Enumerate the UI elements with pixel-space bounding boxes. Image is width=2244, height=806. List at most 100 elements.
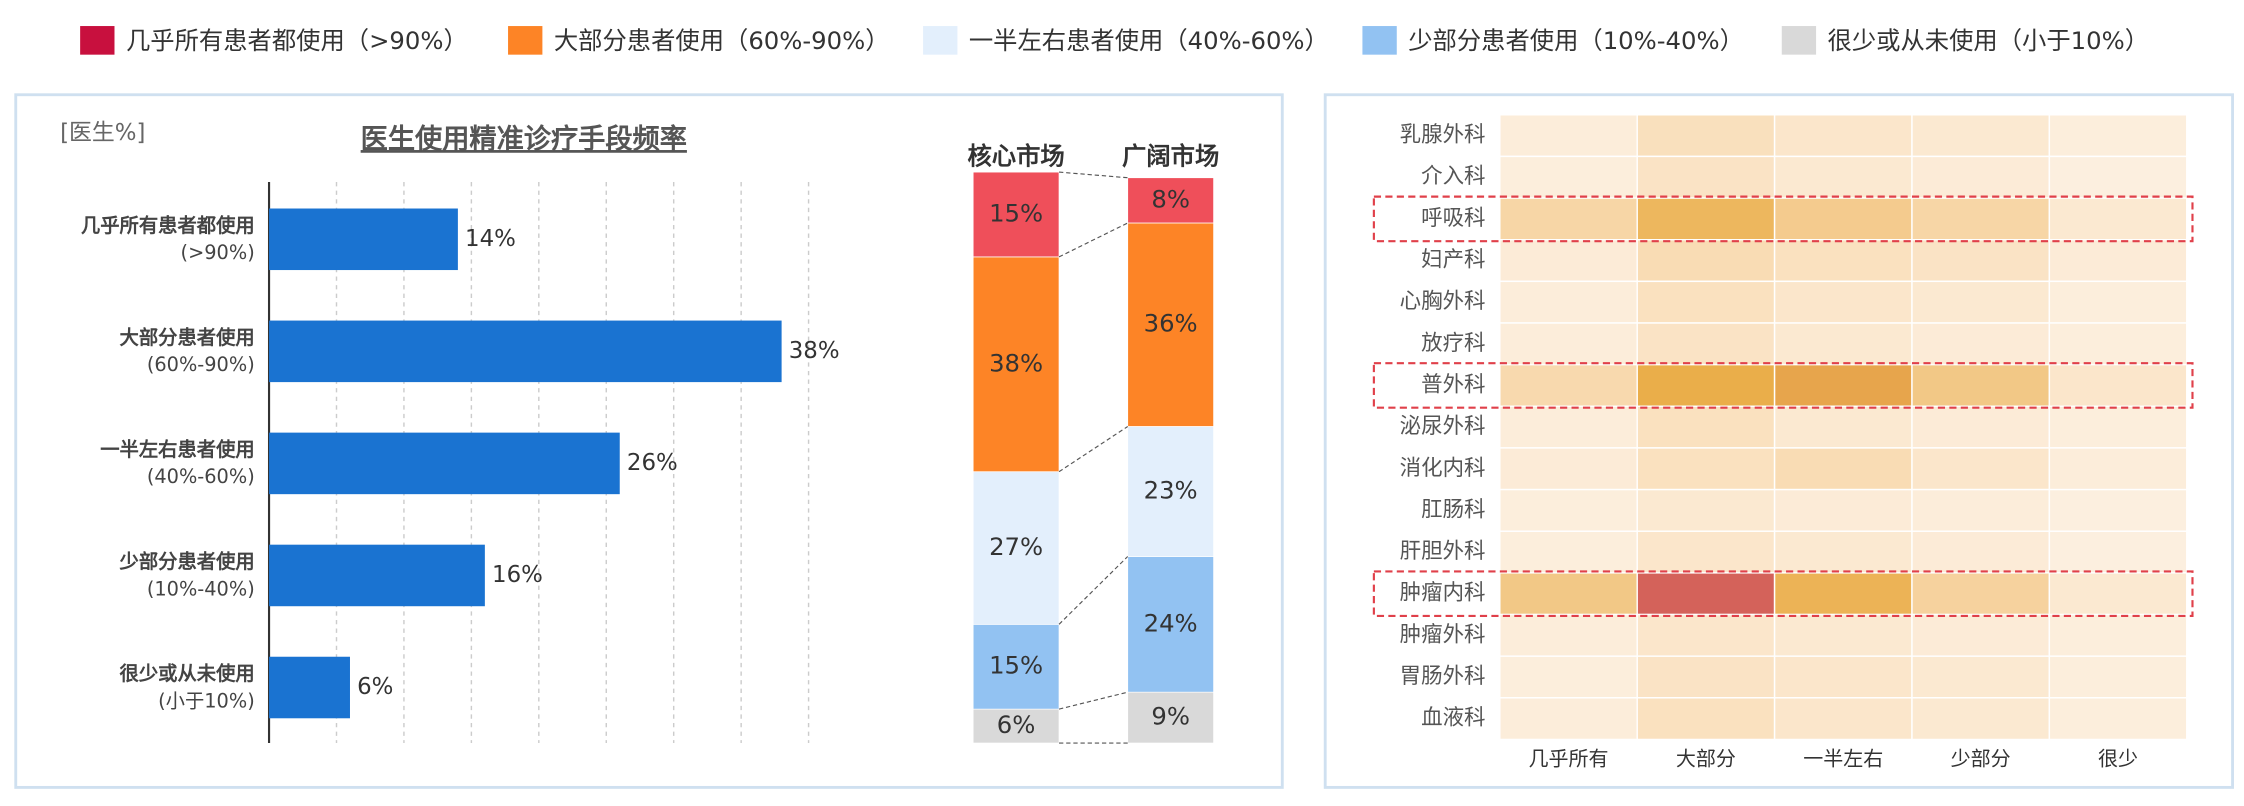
heat-cell bbox=[2048, 488, 2188, 532]
legend-swatch bbox=[508, 26, 543, 55]
heat-cell bbox=[1636, 530, 1776, 574]
value-label: 16% bbox=[492, 562, 543, 588]
heat-cell bbox=[1499, 322, 1638, 366]
value-label: 23% bbox=[1144, 475, 1198, 504]
value-label: 15% bbox=[989, 651, 1043, 680]
legend-label: 少部分患者使用（10%-40%） bbox=[1408, 26, 1744, 55]
heat-cell bbox=[1499, 363, 1638, 408]
category-label: 广阔市场 bbox=[1122, 142, 1219, 171]
heat-cell bbox=[1911, 488, 2051, 532]
heat-cell bbox=[1773, 197, 1913, 241]
heat-cell bbox=[1499, 280, 1638, 324]
legend-label: 几乎所有患者都使用（>90%） bbox=[126, 26, 468, 55]
heat-cell bbox=[2048, 114, 2188, 158]
column-label: 大部分 bbox=[1676, 747, 1736, 771]
heat-cell bbox=[1636, 114, 1776, 158]
heat-cell bbox=[1911, 363, 2051, 408]
category-label: 一半左右患者使用 bbox=[100, 438, 255, 461]
row-label: 妇产科 bbox=[1421, 248, 1485, 273]
category-label: 很少或从未使用 bbox=[120, 662, 255, 685]
segment bbox=[1127, 177, 1214, 224]
value-label: 26% bbox=[627, 450, 678, 476]
bar bbox=[269, 656, 350, 719]
heat-cell bbox=[1499, 447, 1638, 491]
column-label: 几乎所有 bbox=[1528, 747, 1608, 771]
heat-cell bbox=[1636, 405, 1776, 449]
heat-cell bbox=[1911, 114, 2051, 158]
heat-cell bbox=[1636, 613, 1776, 657]
segment bbox=[972, 171, 1060, 258]
heat-cell bbox=[1636, 363, 1776, 408]
heat-cell bbox=[2048, 238, 2188, 283]
heat-cell bbox=[1499, 155, 1638, 199]
legend-label: 很少或从未使用（小于10%） bbox=[1828, 26, 2149, 55]
bar bbox=[269, 320, 782, 383]
heat-cell bbox=[1773, 238, 1913, 283]
value-label: 27% bbox=[989, 532, 1043, 561]
heat-cell bbox=[1911, 322, 2051, 366]
heat-cell bbox=[1636, 572, 1776, 616]
category-label: (>90%) bbox=[181, 241, 255, 264]
heat-cell bbox=[1499, 488, 1638, 532]
heat-cell bbox=[2048, 363, 2188, 408]
row-label: 肿瘤外科 bbox=[1400, 622, 1486, 647]
category-label: 少部分患者使用 bbox=[119, 550, 255, 573]
heat-cell bbox=[1773, 405, 1913, 449]
heat-cell bbox=[1911, 238, 2051, 283]
heat-cell bbox=[1636, 488, 1776, 532]
row-label: 消化内科 bbox=[1400, 456, 1486, 481]
value-label: 24% bbox=[1144, 608, 1198, 637]
segment bbox=[1127, 556, 1214, 693]
category-label: 几乎所有患者都使用 bbox=[81, 214, 255, 237]
column-label: 一半左右 bbox=[1803, 747, 1883, 771]
heat-cell bbox=[1636, 238, 1776, 283]
heat-cell bbox=[1773, 322, 1913, 366]
connector bbox=[1058, 222, 1128, 258]
heat-cell bbox=[1499, 572, 1638, 616]
row-label: 介入科 bbox=[1421, 164, 1485, 189]
heat-cell bbox=[1911, 572, 2051, 616]
heat-cell bbox=[1636, 197, 1776, 241]
row-label: 肿瘤内科 bbox=[1400, 581, 1486, 606]
highlight-box bbox=[1372, 195, 2194, 243]
heat-cell bbox=[1773, 572, 1913, 616]
heat-cell bbox=[1773, 697, 1913, 741]
category-label: (60%-90%) bbox=[147, 353, 255, 376]
heat-cell bbox=[1499, 114, 1638, 158]
segment bbox=[972, 708, 1060, 744]
segment bbox=[972, 256, 1060, 473]
heat-cell bbox=[1773, 613, 1913, 657]
category-label: 大部分患者使用 bbox=[120, 326, 255, 349]
category-label: 核心市场 bbox=[967, 142, 1064, 171]
value-label: 9% bbox=[1151, 702, 1190, 731]
category-label: (40%-60%) bbox=[147, 465, 255, 488]
bar bbox=[269, 208, 458, 271]
heat-cell bbox=[2048, 655, 2188, 699]
heat-cell bbox=[1636, 655, 1776, 699]
category-label: (10%-40%) bbox=[147, 577, 255, 600]
segment bbox=[1127, 222, 1214, 427]
heat-cell bbox=[1636, 155, 1776, 199]
heat-cell bbox=[1773, 363, 1913, 408]
heat-cell bbox=[1773, 280, 1913, 324]
row-label: 肛肠科 bbox=[1421, 497, 1485, 522]
heat-cell bbox=[1636, 322, 1776, 366]
heat-cell bbox=[1911, 697, 2051, 741]
connector bbox=[1058, 425, 1129, 473]
heat-cell bbox=[2048, 155, 2188, 199]
heat-cell bbox=[1911, 405, 2051, 449]
heat-cell bbox=[1773, 447, 1913, 491]
heat-cell bbox=[2048, 530, 2188, 574]
heat-cell bbox=[1499, 655, 1638, 699]
heat-cell bbox=[2048, 405, 2188, 449]
y-label: [医生%] bbox=[60, 120, 145, 146]
segment bbox=[972, 623, 1060, 710]
heat-cell bbox=[1636, 697, 1776, 741]
segment bbox=[1127, 691, 1214, 744]
column-label: 很少 bbox=[2098, 747, 2138, 771]
legend-swatch bbox=[80, 26, 115, 55]
value-label: 14% bbox=[465, 226, 516, 252]
value-label: 6% bbox=[357, 674, 393, 700]
highlight-box bbox=[1372, 362, 2194, 409]
